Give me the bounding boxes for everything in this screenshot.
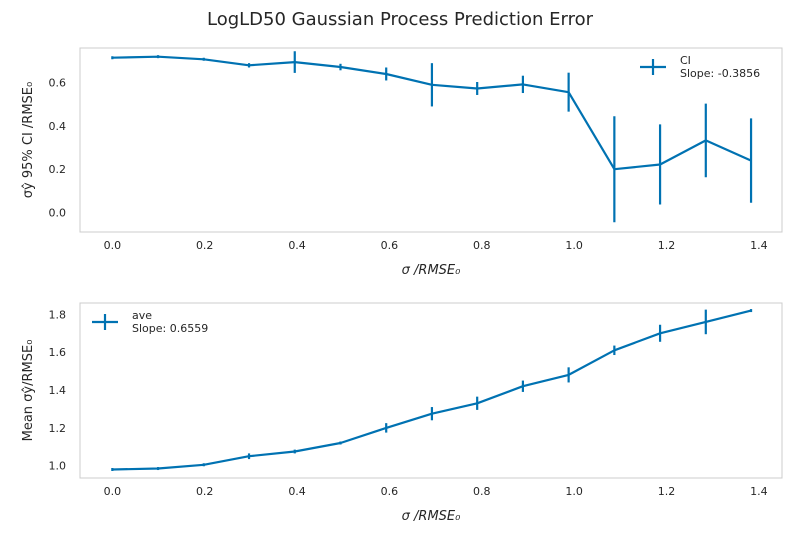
y-tick-label: 1.2 [49, 422, 67, 435]
y-tick-label: 1.6 [49, 346, 67, 359]
x-axis-label: σ /RMSE₀ [402, 509, 461, 524]
plot-frame [79, 47, 783, 233]
x-tick-label: 0.0 [104, 239, 122, 252]
x-tick-label: 1.2 [658, 239, 676, 252]
legend-entry-text: CI [680, 54, 691, 67]
y-axis-label: Mean σŷ/RMSE₀ [21, 340, 36, 442]
y-tick-label: 0.6 [49, 77, 67, 90]
y-tick-label: 0.4 [49, 120, 67, 133]
legend-entry-text: ave [132, 309, 152, 322]
x-tick-label: 0.4 [288, 485, 306, 498]
x-tick-label: 0.8 [473, 485, 491, 498]
x-tick-label: 0.8 [473, 239, 491, 252]
plot-frame [79, 302, 783, 479]
y-tick-label: 1.0 [49, 460, 67, 473]
x-tick-label: 0.6 [381, 239, 399, 252]
chart-mean-panel: 0.0 0.2 0.4 0.6 0.8 1.0 1.2 1.4 1.0 1.2 1.4 1.6 1.8 σ… [21, 302, 783, 524]
x-tick-label: 0.2 [196, 485, 214, 498]
y-tick-label: 1.4 [49, 384, 67, 397]
legend-entry-text: Slope: 0.6559 [132, 322, 208, 335]
legend-entry-text: Slope: -0.3856 [680, 67, 760, 80]
y-tick-label: 0.0 [49, 207, 67, 220]
chart-ci-panel: 0.0 0.2 0.4 0.6 0.8 1.0 1.2 1.40.00.20.40.6σ /R… [21, 47, 783, 278]
x-tick-label: 0.4 [288, 239, 306, 252]
x-tick-label: 1.0 [565, 485, 583, 498]
x-tick-label: 1.2 [658, 485, 676, 498]
y-axis-label: σŷ 95% CI /RMSE₀ [21, 82, 36, 198]
x-tick-label: 1.4 [750, 485, 768, 498]
y-tick-label: 0.2 [49, 163, 67, 176]
figure-title: LogLD50 Gaussian Process Prediction Erro… [207, 9, 594, 30]
x-tick-label: 0.6 [381, 485, 399, 498]
y-tick-label: 1.8 [49, 308, 67, 321]
x-tick-label: 0.0 [104, 485, 122, 498]
x-tick-label: 0.2 [196, 239, 214, 252]
x-axis-label: σ /RMSE₀ [402, 263, 461, 278]
x-tick-label: 1.0 [565, 239, 583, 252]
x-tick-label: 1.4 [750, 239, 768, 252]
